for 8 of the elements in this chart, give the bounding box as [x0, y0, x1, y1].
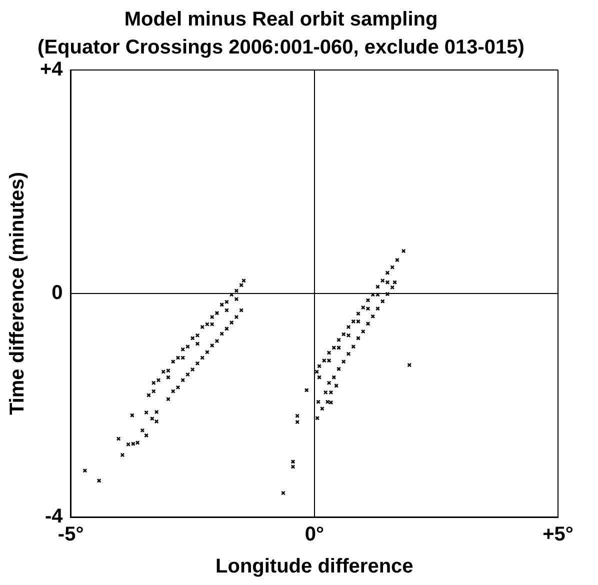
y-tick-label: +4 — [40, 58, 64, 81]
x-tick-label: 0° — [304, 524, 324, 546]
y-tick-label: 0 — [52, 282, 63, 304]
chart-title: Model minus Real orbit sampling — [124, 8, 438, 31]
x-tick-label: +5° — [542, 524, 574, 546]
x-axis-title: Longitude difference — [216, 556, 414, 578]
y-axis-title: Time difference (minutes) — [6, 172, 29, 416]
chart-subtitle: (Equator Crossings 2006:001-060, exclude 013-015) — [38, 36, 524, 59]
